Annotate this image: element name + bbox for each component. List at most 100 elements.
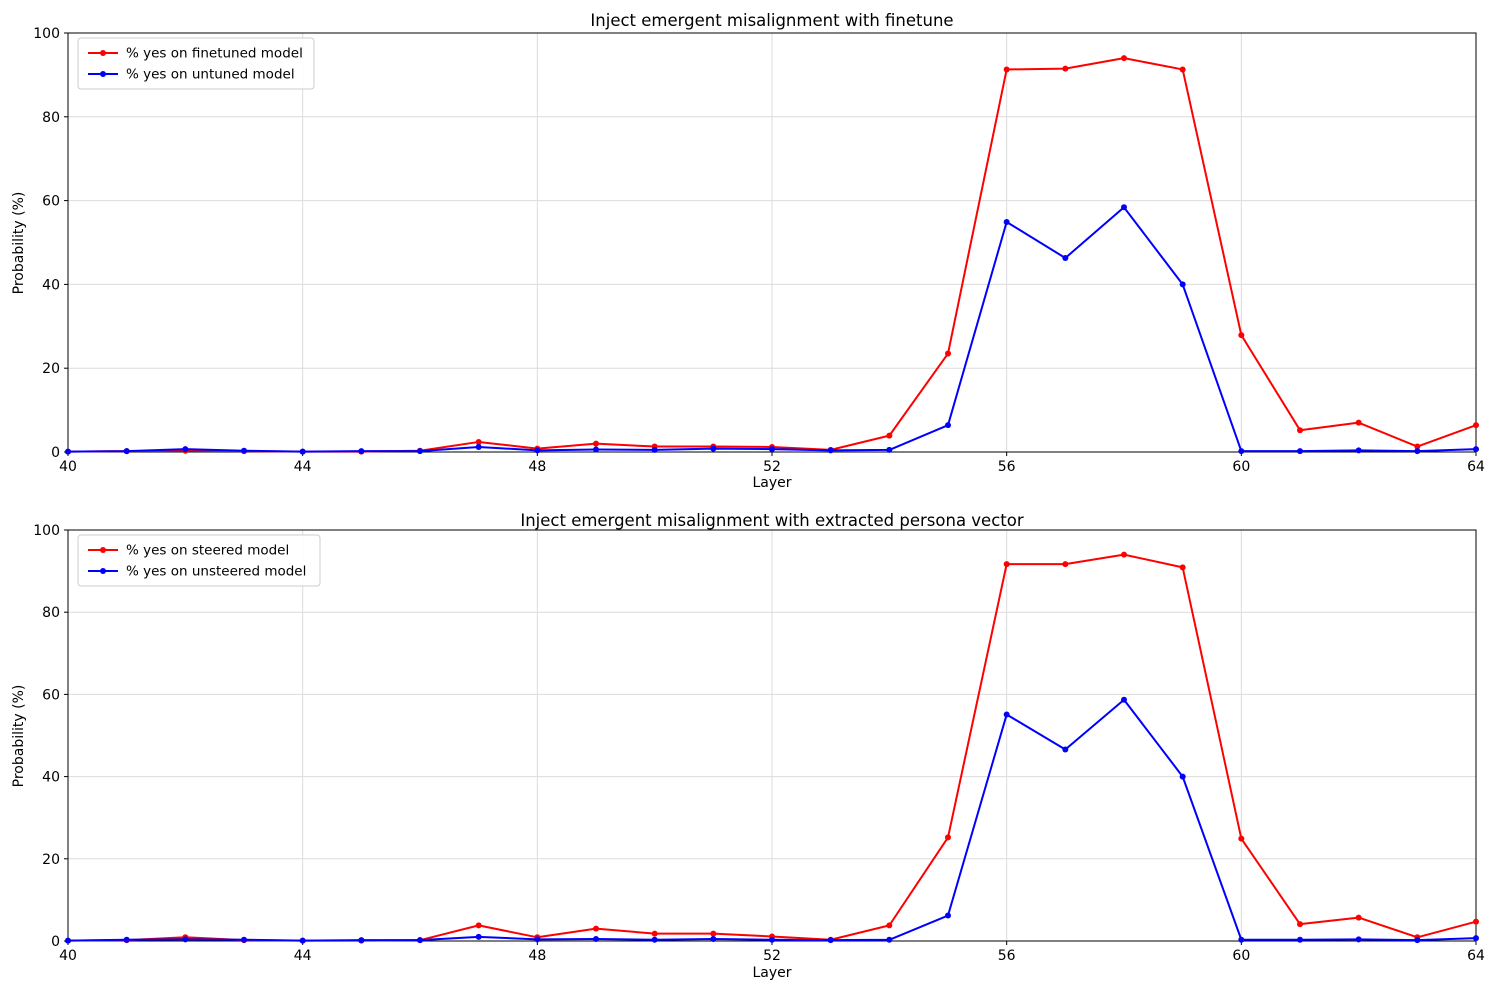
data-point-marker xyxy=(1003,66,1010,73)
x-tick-label: 56 xyxy=(998,459,1016,475)
x-tick-label: 60 xyxy=(1232,948,1250,964)
data-point-marker xyxy=(1473,446,1479,453)
data-point-marker xyxy=(1473,918,1479,925)
data-point-marker xyxy=(1238,332,1245,339)
data-point-marker xyxy=(182,936,189,943)
data-point-marker xyxy=(299,448,306,455)
data-point-marker xyxy=(123,936,130,943)
legend: % yes on steered model % yes on unsteered… xyxy=(77,534,321,587)
x-tick-label: 44 xyxy=(294,459,312,475)
y-tick-label: 60 xyxy=(42,194,60,210)
legend-label: % yes on finetuned model xyxy=(126,46,303,62)
data-point-marker xyxy=(475,933,482,940)
data-point-marker xyxy=(827,937,834,944)
legend-label: % yes on unsteered model xyxy=(126,564,306,580)
x-tick-label: 48 xyxy=(528,948,546,964)
legend: % yes on finetuned model % yes on untuned… xyxy=(77,37,315,90)
legend-marker xyxy=(100,568,106,574)
grid xyxy=(67,529,1477,942)
data-point-marker xyxy=(945,422,951,429)
data-point-marker xyxy=(1473,935,1479,942)
y-tick-label: 60 xyxy=(42,687,60,703)
data-point-marker xyxy=(241,447,247,454)
y-axis-label: Probability (%) xyxy=(11,684,27,788)
data-point-marker xyxy=(1414,443,1421,450)
data-point-marker xyxy=(1121,55,1127,62)
x-tick-label: 52 xyxy=(763,948,781,964)
data-point-marker xyxy=(1355,936,1362,943)
data-point-marker xyxy=(651,936,658,943)
data-point-marker xyxy=(1297,427,1303,434)
y-tick-label: 20 xyxy=(42,361,60,377)
data-point-marker xyxy=(1297,448,1303,455)
data-point-marker xyxy=(1355,914,1362,921)
data-point-marker xyxy=(358,448,365,455)
data-point-marker xyxy=(1179,564,1186,571)
data-point-marker xyxy=(593,935,599,942)
data-point-marker xyxy=(1297,936,1303,943)
chart-title: Inject emergent misalignment with finetu… xyxy=(590,11,954,30)
data-point-marker xyxy=(593,440,599,447)
data-point-marker xyxy=(417,448,423,455)
data-point-marker xyxy=(123,448,130,455)
data-point-marker xyxy=(1473,422,1479,429)
data-point-marker xyxy=(241,936,247,943)
axis-ticks: 40 44 48 52 56 60 64 0 20 40 60 80 100 xyxy=(33,523,1485,964)
chart-title: Inject emergent misalignment with extrac… xyxy=(520,511,1024,530)
legend-box xyxy=(77,534,321,587)
data-point-marker xyxy=(1179,66,1186,73)
data-point-marker xyxy=(769,936,775,943)
data-point-marker xyxy=(710,930,717,937)
y-tick-label: 100 xyxy=(33,26,60,42)
data-point-marker xyxy=(1062,561,1069,568)
data-point-marker xyxy=(651,446,658,453)
plot-finetune: 40 44 48 52 56 60 64 0 20 40 60 80 100 % yes on finet… xyxy=(33,26,1485,475)
data-point-marker xyxy=(1238,835,1245,842)
legend-marker xyxy=(100,71,106,77)
data-point-marker xyxy=(886,446,893,453)
chart-persona-vector: 40 44 48 52 56 60 64 0 20 40 60 80 100 % yes on steer… xyxy=(0,500,1500,1000)
data-point-marker xyxy=(886,432,893,439)
data-point-marker xyxy=(475,922,482,929)
data-point-marker xyxy=(475,443,482,450)
legend-label: % yes on steered model xyxy=(126,543,289,559)
data-point-marker xyxy=(1121,696,1127,703)
series-baseline xyxy=(65,696,1479,944)
data-point-marker xyxy=(1238,936,1245,943)
grid xyxy=(67,32,1477,453)
data-point-marker xyxy=(593,446,599,453)
y-tick-label: 0 xyxy=(51,934,60,950)
data-point-marker xyxy=(65,448,71,455)
y-tick-label: 40 xyxy=(42,277,60,293)
data-point-marker xyxy=(1062,65,1069,72)
data-point-marker xyxy=(886,922,893,929)
data-point-marker xyxy=(1062,746,1069,753)
data-point-marker xyxy=(1179,773,1186,780)
axis-ticks: 40 44 48 52 56 60 64 0 20 40 60 80 100 xyxy=(33,26,1485,475)
x-tick-label: 40 xyxy=(59,948,77,964)
data-point-marker xyxy=(1355,447,1362,454)
data-point-marker xyxy=(886,936,893,943)
data-point-marker xyxy=(945,834,951,841)
x-tick-label: 40 xyxy=(59,459,77,475)
data-point-marker xyxy=(475,438,482,445)
data-point-marker xyxy=(1121,204,1127,211)
data-point-marker xyxy=(358,937,365,944)
x-tick-label: 64 xyxy=(1467,948,1485,964)
data-point-marker xyxy=(417,937,423,944)
data-point-marker xyxy=(1355,419,1362,426)
legend-marker xyxy=(100,50,106,56)
x-axis-label: Layer xyxy=(752,965,792,981)
data-point-marker xyxy=(769,446,775,453)
y-tick-label: 80 xyxy=(42,605,60,621)
data-point-marker xyxy=(827,447,834,454)
y-tick-label: 100 xyxy=(33,523,60,539)
y-tick-label: 20 xyxy=(42,852,60,868)
series-baseline xyxy=(65,204,1479,455)
data-point-marker xyxy=(1414,448,1421,455)
data-point-marker xyxy=(65,937,71,944)
data-point-marker xyxy=(1003,561,1010,568)
x-tick-label: 64 xyxy=(1467,459,1485,475)
y-tick-label: 0 xyxy=(51,445,60,461)
data-point-marker xyxy=(1238,448,1245,455)
